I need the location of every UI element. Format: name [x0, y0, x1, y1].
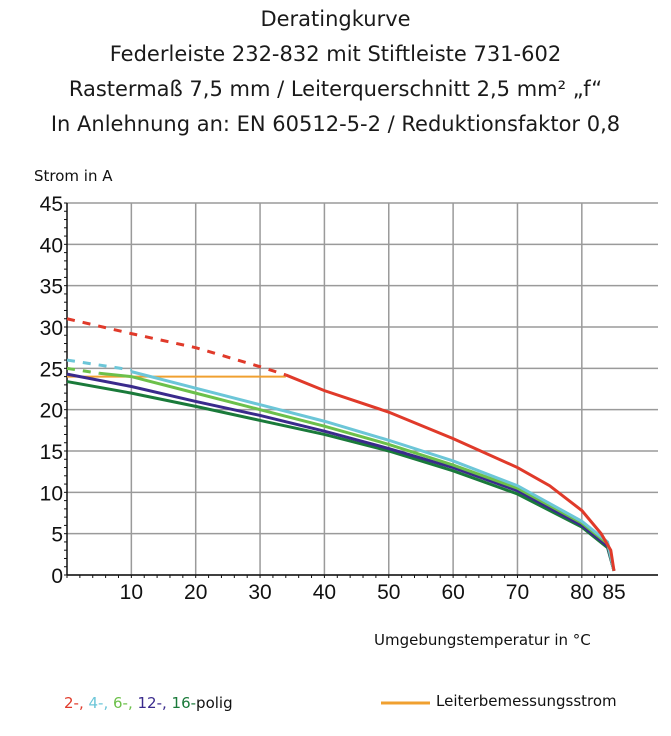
x-tick-label: 70 — [506, 581, 529, 604]
x-tick-label: 85 — [602, 581, 625, 604]
x-tick-label: 20 — [184, 581, 207, 604]
series-4-line — [130, 370, 616, 572]
y-tick-label: 30 — [40, 317, 63, 340]
legend-poles: 2-, 4-, 6-, 12-, 16-polig — [64, 694, 233, 712]
legend-pole-12: 12-, — [138, 694, 172, 712]
y-tick-label: 0 — [51, 565, 63, 588]
y-tick-label: 10 — [40, 482, 63, 505]
x-tick-label: 40 — [313, 581, 336, 604]
y-tick-label: 25 — [40, 358, 63, 381]
legend-pole-2: 2-, — [64, 694, 89, 712]
y-tick-label: 35 — [40, 276, 63, 299]
y-tick-label: 40 — [40, 234, 63, 257]
x-tick-label: 60 — [441, 581, 464, 604]
title-line-1: Deratingkurve — [260, 7, 411, 31]
series-6-dashed — [66, 366, 100, 375]
x-tick-label: 10 — [120, 581, 143, 604]
series-12-line — [66, 372, 616, 572]
title-line-4: In Anlehnung an: EN 60512-5-2 / Reduktio… — [50, 112, 621, 136]
series-2-line — [285, 373, 616, 572]
x-tick-label: 50 — [377, 581, 400, 604]
y-tick-label: 20 — [40, 400, 63, 423]
y-tick-label: 15 — [40, 441, 63, 464]
y-tick-label: 45 — [40, 193, 63, 216]
legend-pole-16: 16- — [172, 694, 197, 712]
legend-poles-suffix: polig — [196, 694, 233, 712]
title-line-3: Rastermaß 7,5 mm / Leiterquerschnitt 2,5… — [68, 77, 603, 101]
legend-pole-4: 4-, — [89, 694, 114, 712]
legend-rated-label: Leiterbemessungsstrom — [436, 692, 617, 710]
series-4-dashed — [66, 358, 132, 372]
series-2-dashed — [66, 317, 287, 377]
x-tick-label: 30 — [248, 581, 271, 604]
title-line-2: Federleiste 232-832 mit Stiftleiste 731-… — [109, 42, 562, 66]
legend-pole-6: 6-, — [113, 694, 138, 712]
y-tick-label: 5 — [51, 524, 63, 547]
chart-title: Deratingkurve Federleiste 232-832 mit St… — [0, 4, 671, 140]
x-tick-label: 80 — [570, 581, 593, 604]
y-axis-label: Strom in A — [34, 167, 113, 185]
x-axis-label: Umgebungstemperatur in °C — [374, 631, 591, 649]
